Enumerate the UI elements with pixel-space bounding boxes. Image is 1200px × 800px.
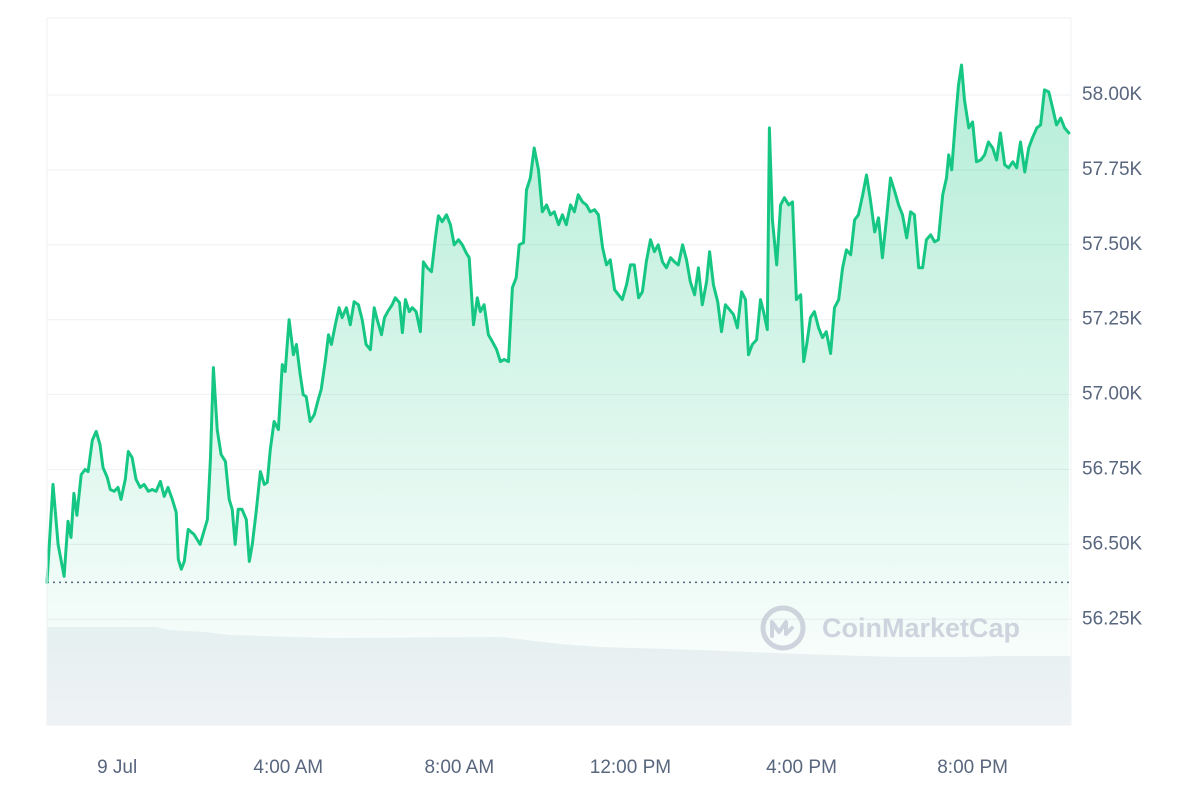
x-tick-label: 9 Jul (97, 757, 137, 778)
watermark-logo (760, 605, 806, 651)
y-tick-label: 57.25K (1082, 309, 1143, 330)
watermark-text: CoinMarketCap (822, 613, 1020, 643)
y-tick-label: 57.00K (1082, 384, 1143, 405)
x-tick-label: 4:00 AM (253, 757, 323, 778)
y-tick-label: 56.50K (1082, 533, 1143, 554)
y-tick-label: 58.00K (1082, 84, 1143, 105)
price-area (47, 65, 1069, 725)
watermark-logo-mark (770, 620, 794, 638)
price-line (45, 63, 1071, 584)
watermark: CoinMarketCap (760, 605, 1020, 651)
x-tick-label: 12:00 PM (590, 757, 671, 778)
y-tick-label: 57.75K (1082, 159, 1143, 180)
plot (45, 63, 1071, 725)
y-tick-label: 57.50K (1082, 234, 1143, 255)
x-tick-label: 4:00 PM (766, 757, 837, 778)
x-tick-label: 8:00 AM (424, 757, 494, 778)
x-tick-label: 8:00 PM (937, 757, 1008, 778)
y-tick-label: 56.75K (1082, 458, 1143, 479)
y-tick-label: 56.25K (1082, 608, 1143, 629)
